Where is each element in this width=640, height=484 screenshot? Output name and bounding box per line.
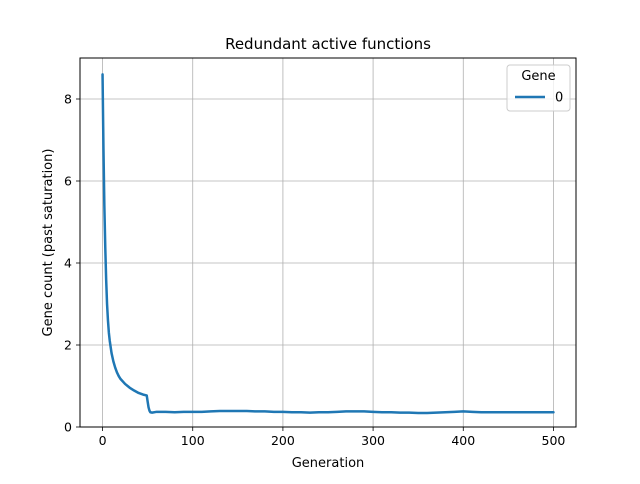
x-axis-label: Generation	[292, 456, 365, 471]
legend-title: Gene	[521, 69, 555, 84]
x-tick-label: 500	[542, 433, 566, 448]
y-tick-label: 4	[64, 256, 72, 271]
grid	[80, 58, 576, 428]
x-tick-label: 400	[451, 433, 475, 448]
y-tick-label: 8	[64, 92, 72, 107]
series-layer	[101, 73, 555, 415]
legend-entry-label: 0	[555, 91, 563, 106]
y-tick-label: 2	[64, 338, 72, 353]
y-tick-label: 6	[64, 174, 72, 189]
series-line-0	[101, 73, 555, 415]
chart-title: Redundant active functions	[225, 35, 431, 53]
x-tick-label: 200	[271, 433, 295, 448]
axis-ticks: 0 100 200 300 400 500 0 2 4 6 8	[64, 92, 565, 449]
x-tick-label: 0	[99, 433, 107, 448]
x-tick-label: 100	[181, 433, 205, 448]
plot-area	[79, 57, 577, 428]
legend-box	[506, 64, 571, 112]
legend: Gene 0	[506, 64, 571, 112]
y-tick-label: 0	[64, 420, 72, 435]
x-tick-label: 300	[361, 433, 385, 448]
y-axis-label: Gene count (past saturation)	[41, 149, 56, 337]
